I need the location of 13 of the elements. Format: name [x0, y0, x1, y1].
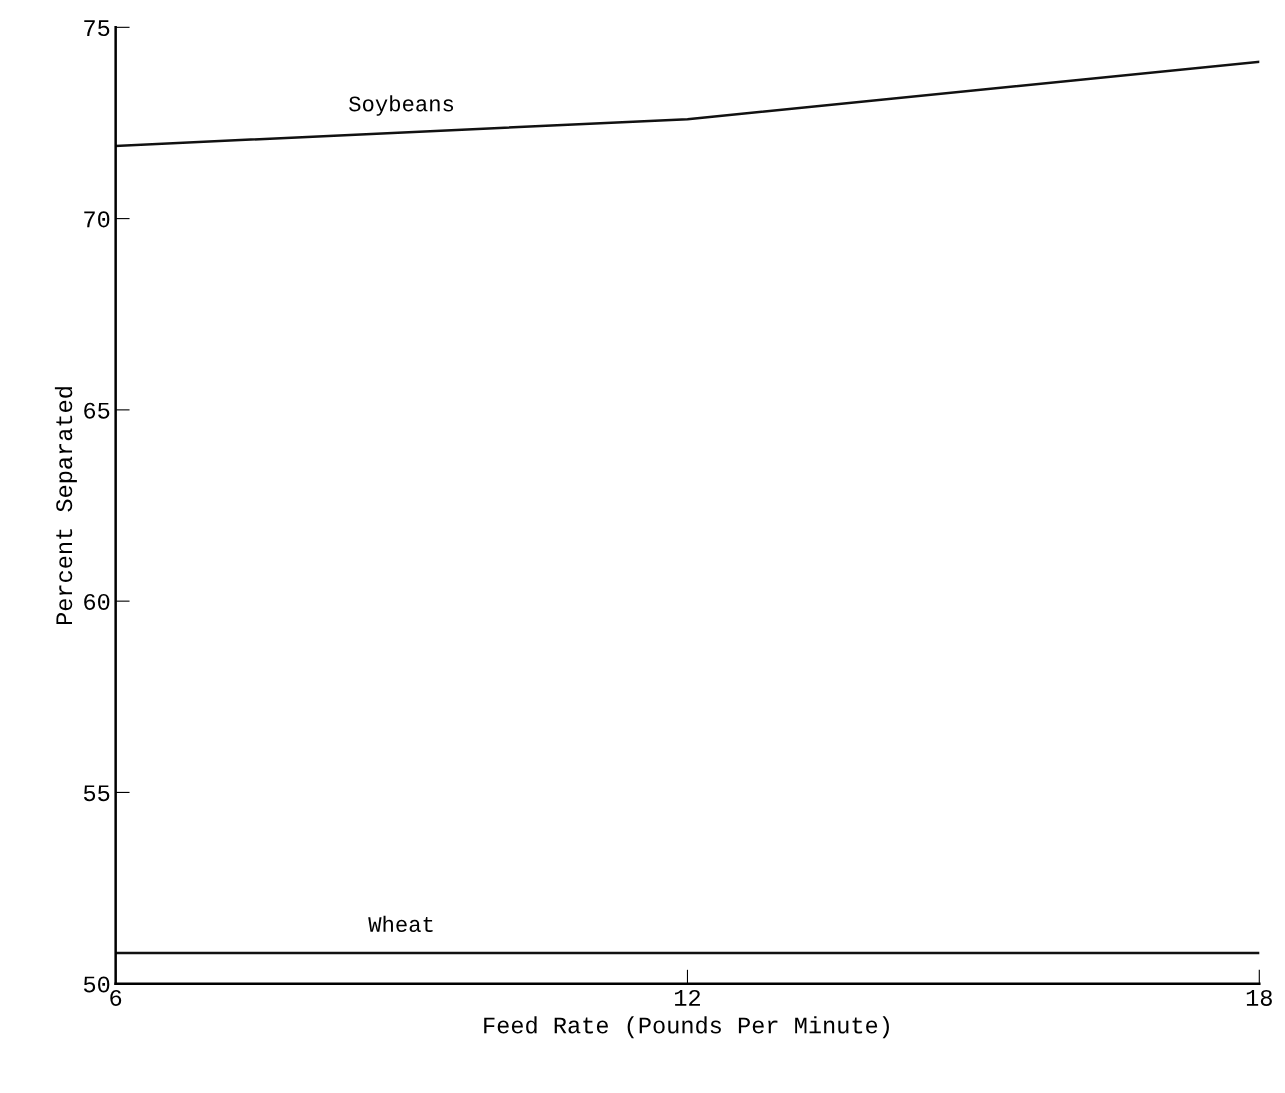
y-tick-label: 70	[84, 211, 110, 228]
y-tick-label: 55	[83, 785, 110, 802]
x-tick-label: 6	[110, 989, 122, 1006]
y-axis-title: Percent Separated	[54, 387, 77, 625]
series-label: Wheat	[368, 915, 433, 933]
x-tick-label: 18	[1246, 989, 1272, 1006]
y-tick-label: 65	[84, 402, 110, 419]
x-tick-label: 12	[675, 989, 700, 1006]
series-label: Soybeans	[349, 95, 454, 116]
x-axis-title: Feed Rate (Pounds Per Minute)	[484, 1016, 889, 1039]
y-tick-label: 75	[84, 20, 110, 37]
y-tick-label: 50	[83, 976, 110, 993]
y-tick-label: 60	[84, 593, 110, 610]
